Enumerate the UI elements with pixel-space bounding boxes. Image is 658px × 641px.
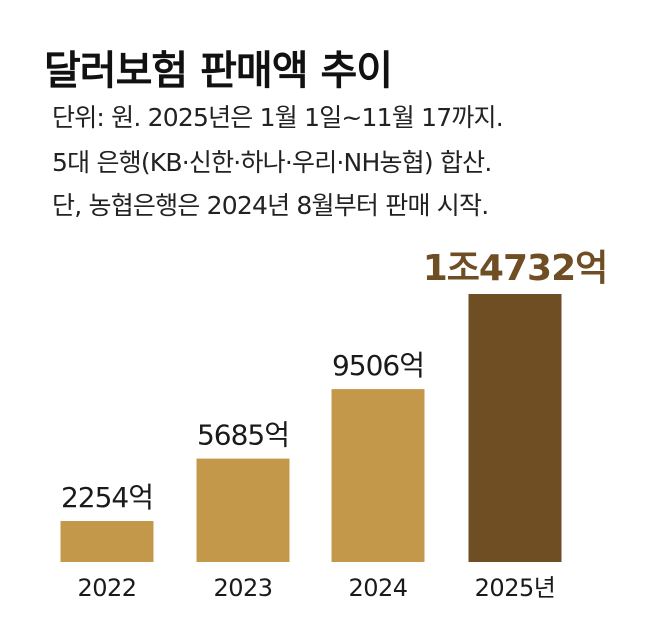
x-tick-label-2024: 2024 [348, 574, 407, 602]
x-tick-label-2023: 2023 [213, 574, 272, 602]
bar-2023 [196, 458, 290, 562]
x-tick-label-2022: 2022 [77, 574, 136, 602]
value-label-2023: 5685억 [197, 419, 289, 452]
bar-2024 [331, 389, 425, 562]
bar-2022 [60, 521, 154, 562]
scope-note: 5대 은행(KB·신한·하나·우리·NH농협) 합산. [52, 148, 492, 177]
value-label-2022: 2254억 [61, 481, 153, 514]
caveat-note: 단, 농협은행은 2024년 8월부터 판매 시작. [52, 191, 489, 220]
value-label-2024: 9506억 [332, 349, 424, 382]
unit-note: 단위: 원. 2025년은 1월 1일~11월 17까지. [52, 103, 504, 132]
x-tick-label-2025년: 2025년 [475, 574, 556, 602]
bar-2025년 [468, 294, 562, 562]
chart-title: 달러보험 판매액 추이 [44, 48, 393, 94]
value-label-2025년: 1조4732억 [423, 248, 607, 289]
